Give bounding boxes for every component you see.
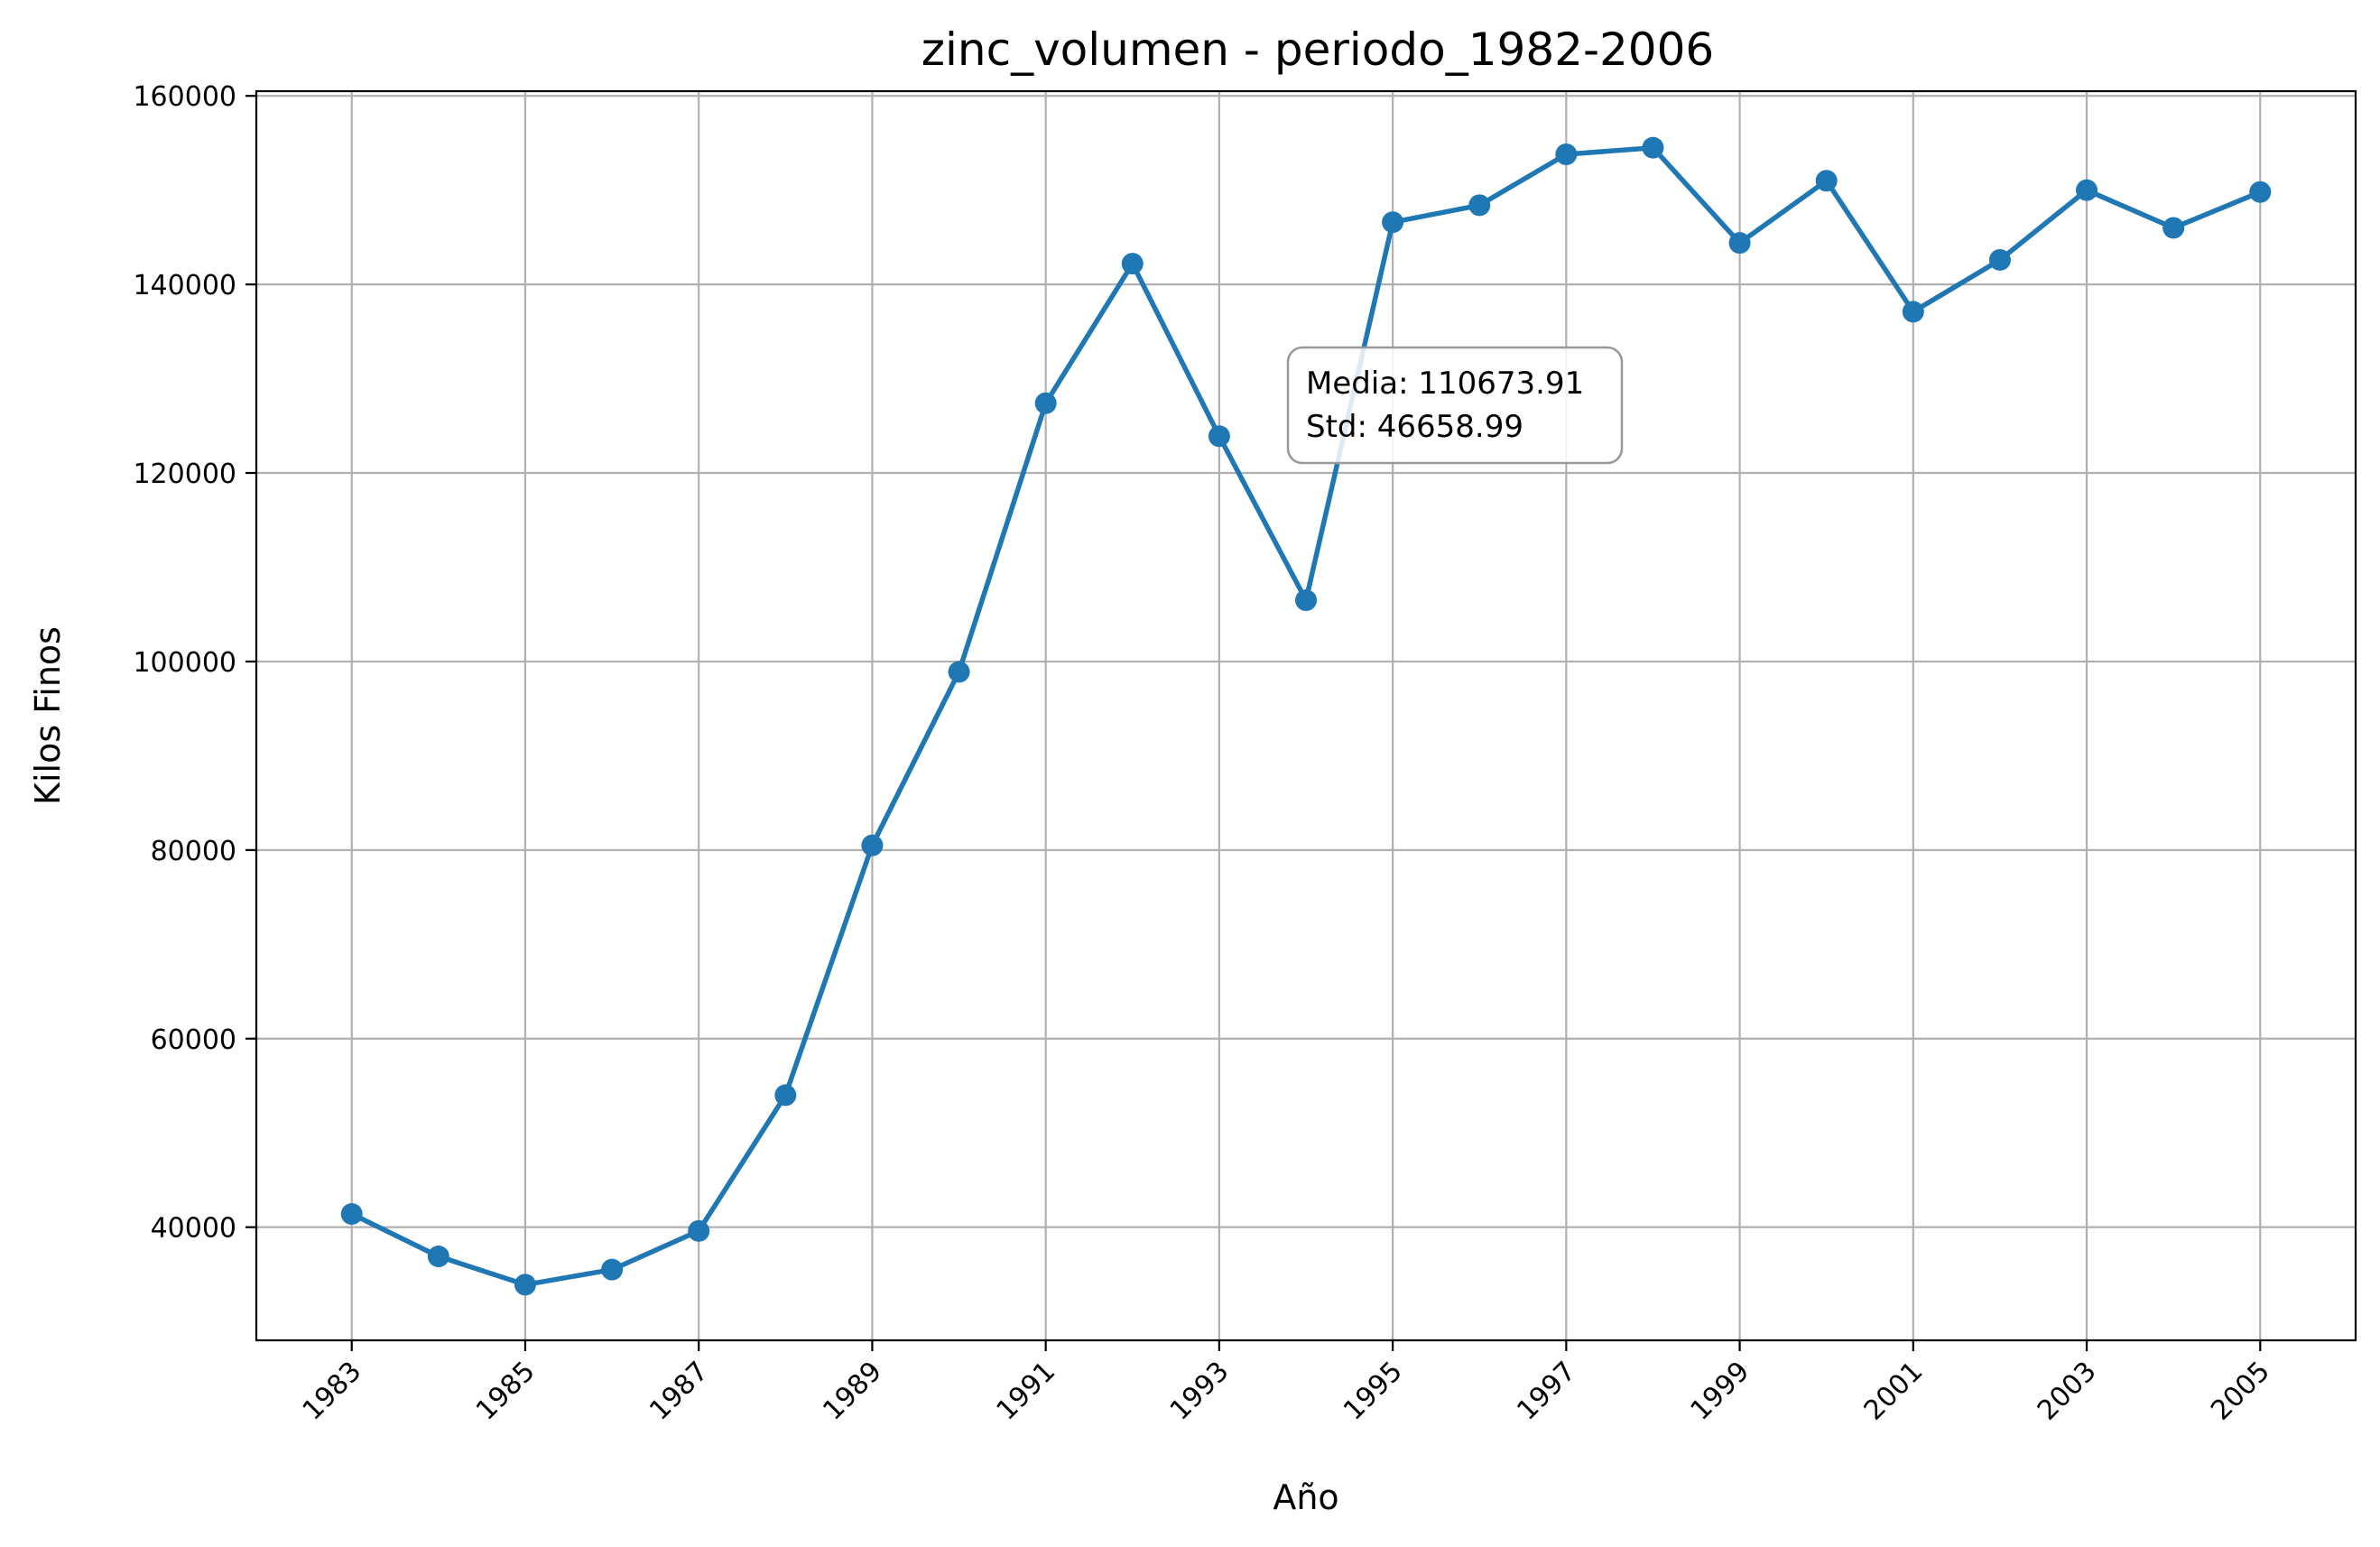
y-tick-label: 80000 [151,836,236,867]
x-axis-title: Año [1273,1478,1338,1517]
chart-title: zinc_volumen - periodo_1982-2006 [921,23,1714,76]
y-tick-label: 100000 [133,647,236,679]
y-axis-title: Kilos Finos [28,626,68,805]
data-point [774,1084,797,1107]
data-point [1121,253,1144,275]
data-point [1208,425,1230,448]
data-point [601,1258,624,1281]
data-point [1468,194,1491,217]
y-tick-label: 60000 [151,1024,236,1056]
data-point [1815,170,1838,192]
data-point [1988,248,2011,271]
data-point [427,1246,449,1268]
data-point [514,1274,536,1296]
stats-std-text: Std: 46658.99 [1306,409,1523,445]
data-point [861,834,884,857]
data-point [688,1219,710,1242]
data-point [1728,232,1751,255]
data-point [1902,301,1924,323]
data-point [1555,143,1578,165]
stats-mean-text: Media: 110673.91 [1306,366,1584,402]
data-point [1034,392,1057,414]
y-tick-label: 120000 [133,459,236,490]
data-point [340,1203,363,1226]
series-group [340,136,2272,1296]
data-point [2249,181,2272,203]
data-point [2076,179,2098,201]
y-tick-label: 160000 [133,81,236,113]
data-point [2162,217,2185,239]
stats-annotation-box [1286,346,1624,465]
grid-lines [256,91,2356,1340]
stats-annotation: Media: 110673.91 Std: 46658.99 [1286,346,1624,465]
data-point [948,661,970,683]
data-point [1382,211,1404,234]
plot-frame [255,89,2357,1342]
data-point [1642,136,1664,159]
y-tick-label: 40000 [151,1213,236,1245]
y-axis: 40000 60000 80000 100000 120000 140000 160000 [133,81,256,1245]
y-tick-label: 140000 [133,270,236,301]
data-point [1295,589,1317,612]
